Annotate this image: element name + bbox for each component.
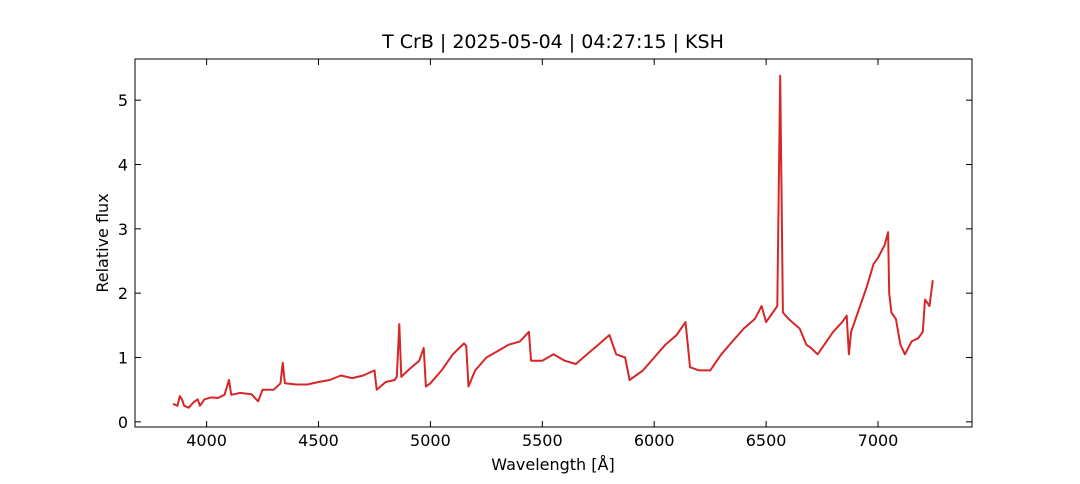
y-tick-label: 4 xyxy=(118,156,128,175)
plot-frame xyxy=(134,58,973,428)
x-tick-label: 5500 xyxy=(522,431,563,450)
y-axis-label: Relative flux xyxy=(93,193,112,292)
x-tick-label: 7000 xyxy=(858,431,899,450)
y-tick-label: 5 xyxy=(118,91,128,110)
y-tick-label: 2 xyxy=(118,284,128,303)
x-tick-label: 4500 xyxy=(298,431,339,450)
x-tick-label: 6000 xyxy=(634,431,675,450)
chart-title: T CrB | 2025-05-04 | 04:27:15 | KSH xyxy=(381,31,724,53)
x-tick-label: 5000 xyxy=(410,431,451,450)
x-tick-label: 4000 xyxy=(186,431,227,450)
y-tick-label: 3 xyxy=(118,220,128,239)
x-tick-label: 6500 xyxy=(746,431,787,450)
y-tick-label: 0 xyxy=(118,413,128,432)
x-axis-label: Wavelength [Å] xyxy=(491,455,614,474)
y-tick-label: 1 xyxy=(118,349,128,368)
spectrum-line xyxy=(172,74,934,409)
